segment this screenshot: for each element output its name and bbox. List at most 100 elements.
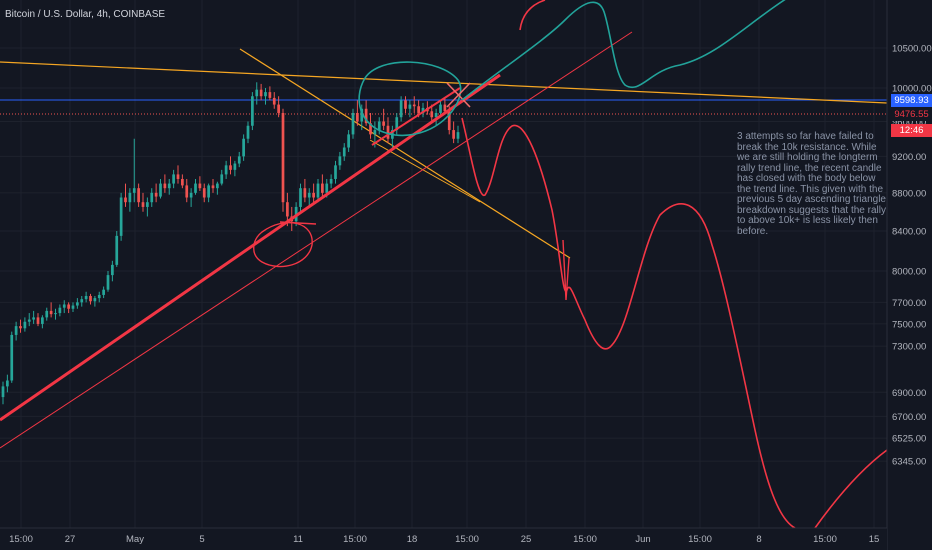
candle-body	[399, 100, 403, 118]
candle-body	[255, 89, 259, 97]
candle-body	[89, 295, 92, 302]
cross-mark	[446, 82, 471, 108]
candle-body	[334, 165, 337, 179]
candle-body	[189, 192, 193, 198]
candle-body	[342, 147, 346, 157]
countdown-tag: 12:46	[891, 124, 932, 137]
candle-body	[404, 100, 407, 109]
candle	[224, 160, 228, 179]
candle	[189, 188, 193, 207]
candle	[299, 183, 302, 212]
candle	[412, 96, 416, 113]
candle	[67, 302, 70, 314]
candle-body	[27, 319, 31, 322]
candle	[334, 160, 337, 184]
candle	[172, 169, 175, 189]
candle	[89, 293, 92, 305]
time-axis-bg[interactable]	[0, 528, 887, 550]
candle-body	[36, 317, 40, 324]
candle	[242, 134, 245, 161]
candle	[137, 183, 140, 207]
candle-body	[97, 294, 101, 299]
candle	[154, 183, 158, 203]
candle-body	[58, 307, 62, 314]
parallel-trend-line	[0, 31, 633, 449]
descending-line	[239, 48, 571, 259]
candle	[237, 151, 241, 168]
time-tick-label: 15:00	[9, 534, 33, 545]
candle	[80, 295, 84, 307]
candle-body	[185, 185, 189, 198]
candle-body	[386, 125, 390, 139]
candle-body	[382, 121, 385, 126]
price-axis-bg[interactable]	[887, 0, 932, 550]
candle-body	[347, 134, 350, 148]
candle	[233, 160, 237, 177]
candle-body	[321, 183, 324, 193]
candle-body	[198, 183, 202, 189]
candle	[272, 92, 276, 109]
candle	[321, 174, 324, 198]
candle	[264, 88, 267, 105]
candle-body	[447, 111, 451, 131]
time-tick-label: 15:00	[813, 534, 837, 545]
price-tick-label: 7300.00	[892, 342, 926, 353]
candle-body	[233, 163, 237, 170]
candle-body	[452, 130, 455, 139]
candle-body	[124, 197, 127, 203]
candle-body	[264, 92, 267, 97]
candle-body	[316, 183, 320, 198]
candle	[132, 138, 136, 203]
candle-body	[369, 123, 372, 135]
time-tick-label: 18	[407, 534, 418, 545]
candle	[181, 174, 184, 189]
candle	[229, 156, 232, 175]
candle	[19, 319, 22, 333]
candle-body	[364, 108, 368, 124]
candle	[163, 174, 167, 193]
candle-body	[456, 132, 460, 139]
low-mark	[279, 221, 317, 225]
candle	[54, 308, 57, 320]
drawings-back	[0, 48, 888, 259]
candle	[119, 192, 123, 241]
candle	[399, 96, 403, 122]
candle-body	[181, 178, 184, 186]
candle	[404, 96, 407, 113]
candle	[268, 86, 272, 101]
candle	[76, 298, 79, 309]
chart-title: Bitcoin / U.S. Dollar, 4h, COINBASE	[5, 9, 166, 20]
candle-body	[338, 156, 342, 166]
price-tick-label: 8000.00	[892, 267, 926, 278]
candle-body	[443, 104, 447, 112]
candle	[58, 304, 62, 317]
drawings-front	[0, 0, 888, 529]
candle	[307, 188, 311, 207]
candle	[6, 374, 9, 393]
candle	[259, 83, 263, 101]
teal-projection	[461, 0, 786, 101]
time-tick-label: 15:00	[455, 534, 479, 545]
candle-body	[14, 326, 18, 335]
candle-body	[251, 96, 254, 126]
candle-body	[325, 183, 329, 193]
candle-body	[84, 295, 88, 300]
last-price-tag: 9598.93	[891, 94, 932, 107]
candle-body	[351, 112, 355, 135]
candle-body	[154, 192, 158, 197]
candle-body	[286, 202, 289, 217]
low-circle	[253, 221, 313, 268]
candle-body	[102, 289, 105, 295]
candle	[71, 302, 75, 312]
candle-body	[32, 317, 35, 320]
candle	[255, 82, 259, 105]
candle-body	[303, 188, 307, 198]
time-tick-label: 15:00	[688, 534, 712, 545]
candle-body	[54, 313, 57, 315]
candle-body	[421, 107, 425, 113]
candle-body	[119, 197, 123, 236]
candle-body	[115, 235, 119, 265]
candle-body	[6, 380, 9, 387]
candle	[141, 192, 145, 212]
